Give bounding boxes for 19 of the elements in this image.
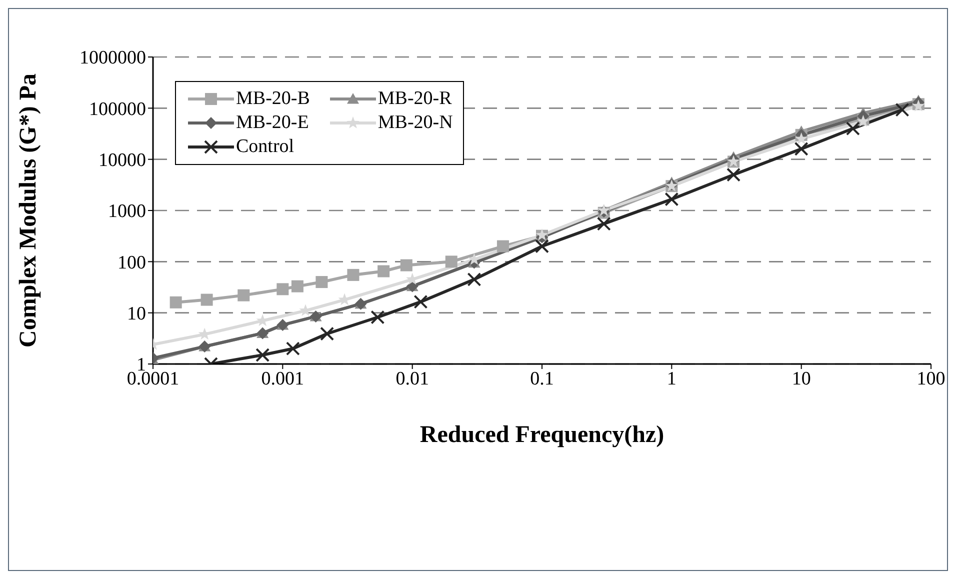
x-tick-label: 100	[916, 368, 946, 390]
y-tick-label: 100	[118, 252, 146, 274]
y-tick-label: 100000	[89, 98, 146, 120]
x-tick-label: 10	[792, 368, 811, 390]
legend-label: MB-20-R	[378, 88, 452, 110]
y-tick-label: 10	[127, 304, 146, 325]
y-tick-label: 10000	[98, 150, 146, 172]
x-tick-label: 0.01	[396, 368, 429, 390]
legend-label: MB-20-N	[378, 112, 453, 134]
x-axis-title: Reduced Frequency(hz)	[420, 422, 664, 448]
y-axis-title: Complex Modulus (G*) Pa	[16, 73, 42, 348]
legend-label: MB-20-B	[236, 88, 310, 110]
y-tick-label: 1000	[108, 201, 146, 222]
y-tick-label: 1000000	[80, 48, 146, 69]
x-tick-label: 0.1	[530, 368, 554, 390]
legend-label: Control	[236, 136, 294, 158]
legend-label: MB-20-E	[236, 112, 309, 134]
x-tick-label: 0.001	[261, 368, 304, 390]
x-tick-label: 1	[666, 368, 676, 390]
